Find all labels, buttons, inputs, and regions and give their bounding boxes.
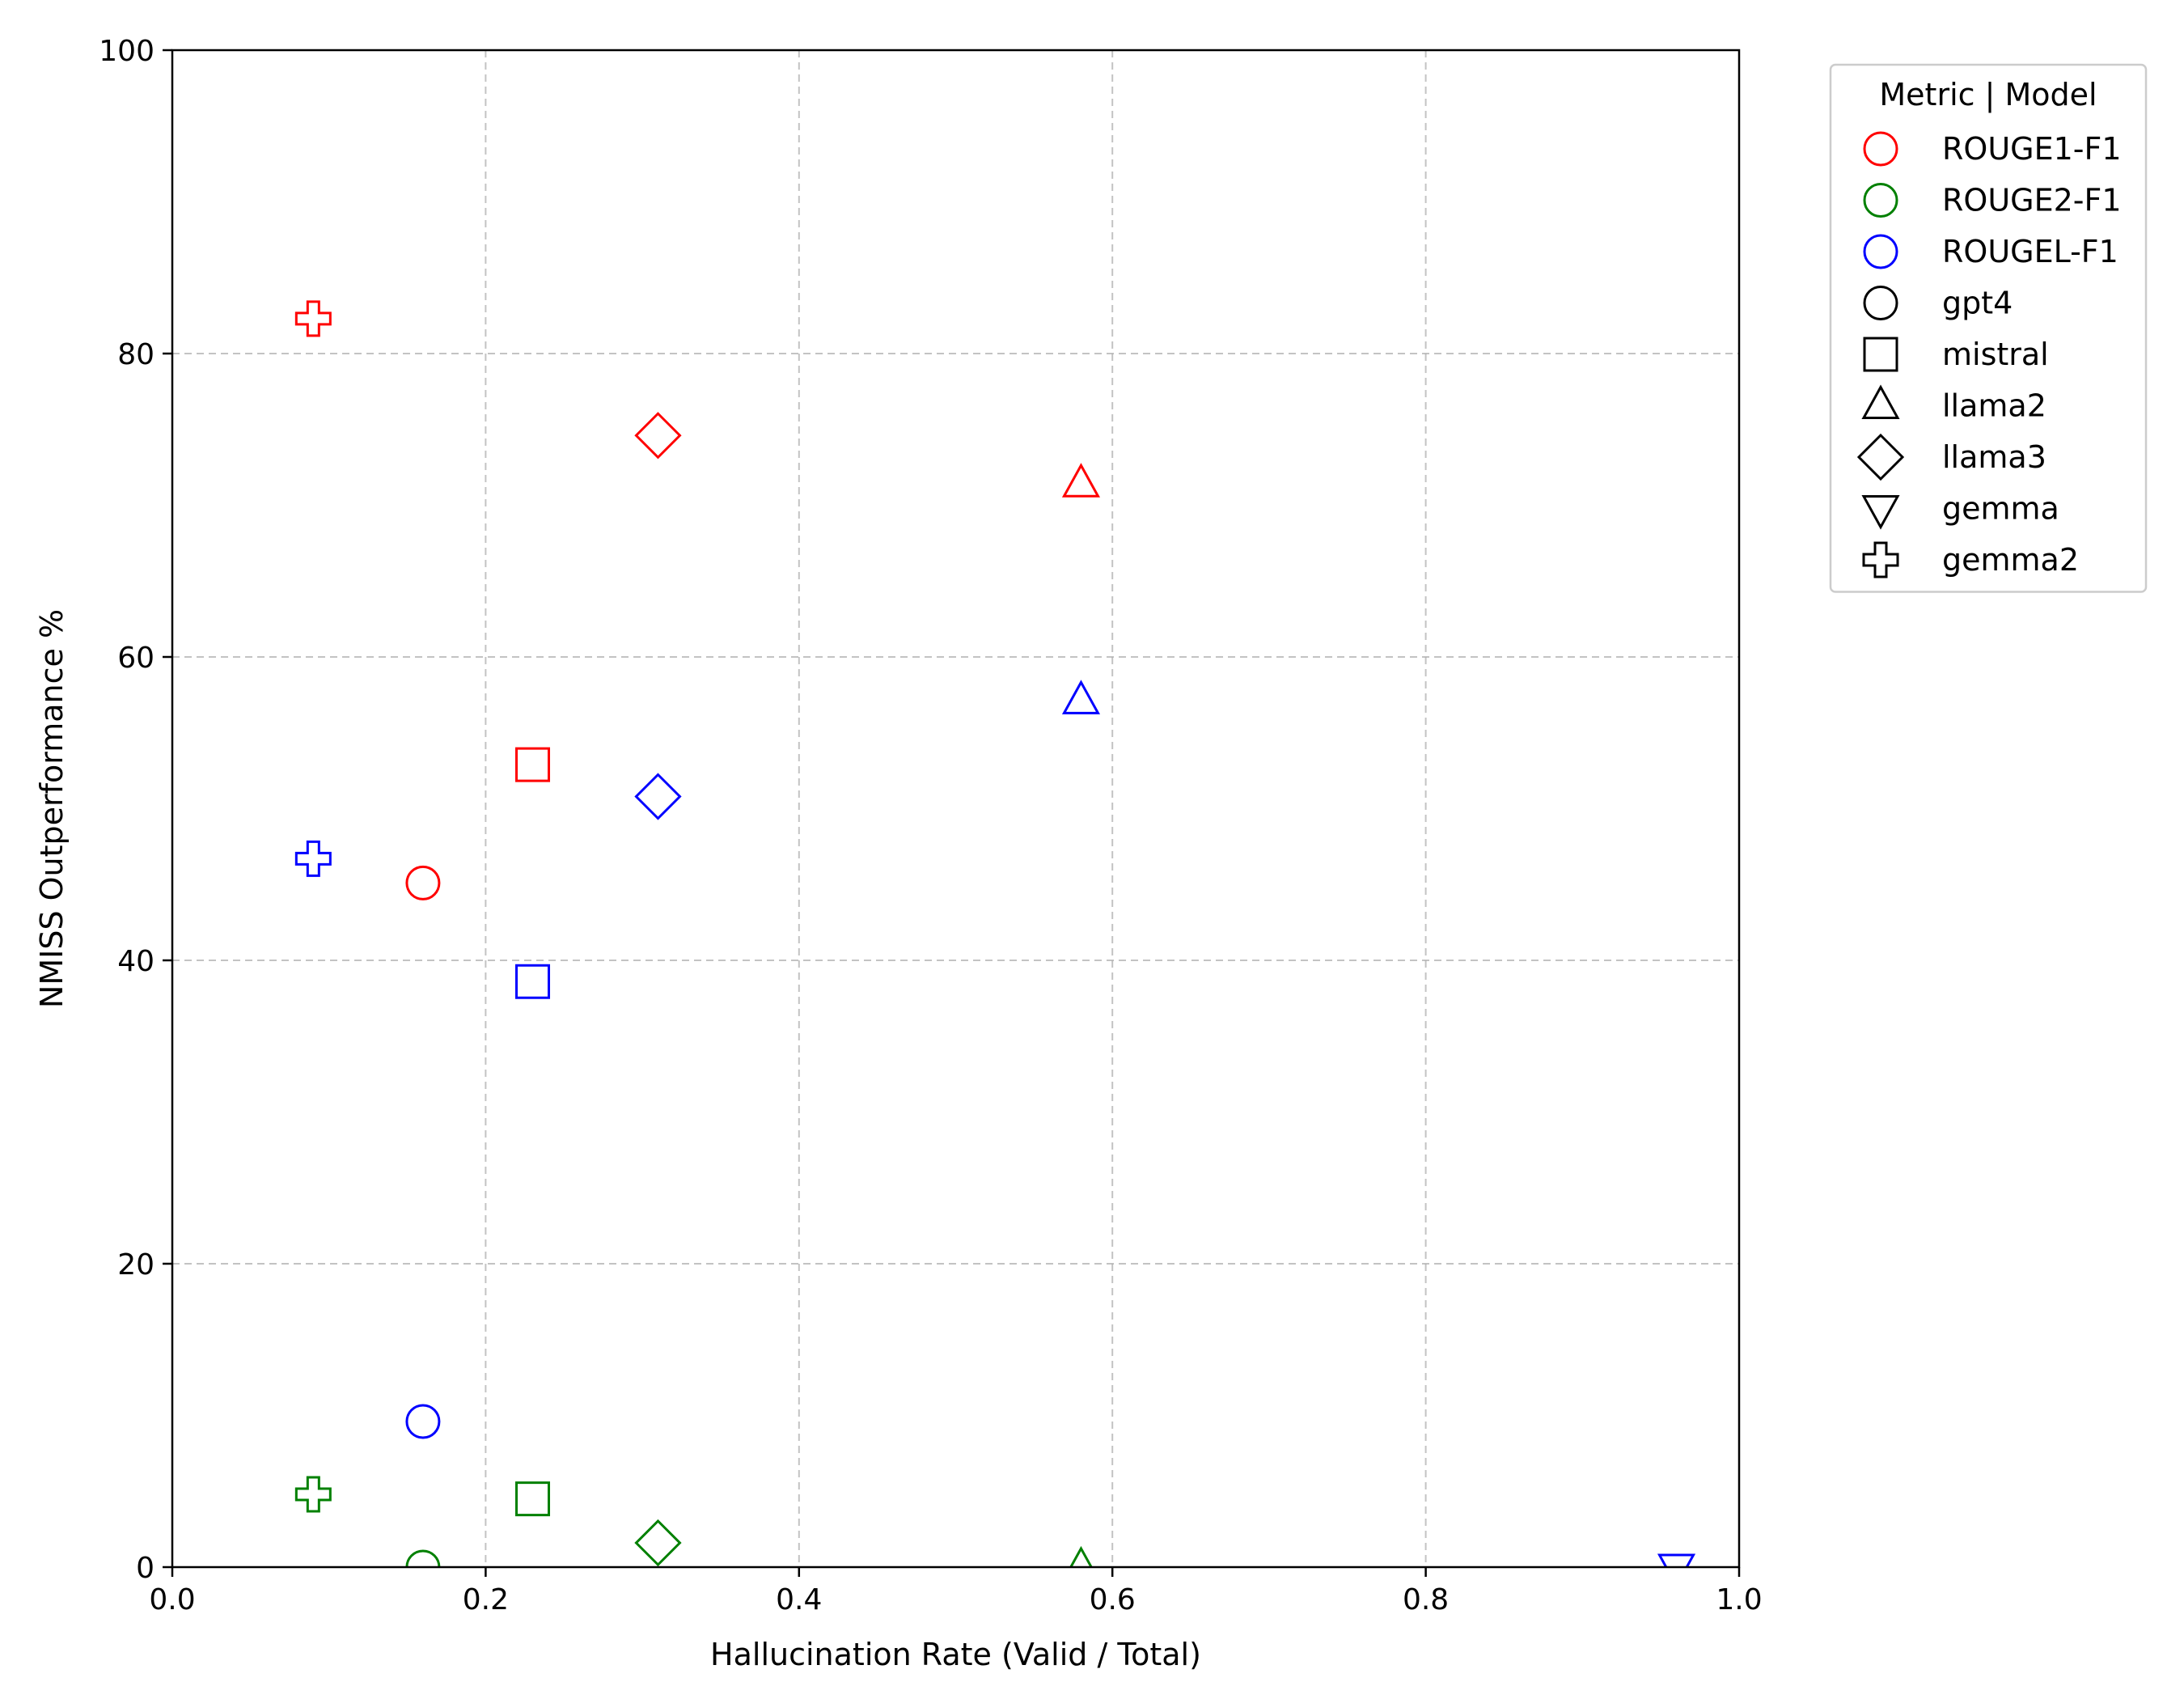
legend-label: ROUGE2-F1 (1942, 183, 2122, 218)
y-tick-label: 20 (117, 1248, 154, 1282)
point-gpt4-rougel-f1 (405, 1404, 441, 1439)
legend-marker-mistral (1863, 337, 1898, 372)
point-gemma2-rouge2-f1 (294, 1476, 332, 1513)
point-mistral-rougel-f1 (515, 964, 551, 999)
point-gpt4-rouge2-f1 (405, 1549, 441, 1567)
legend-marker-rouge1-f1 (1863, 131, 1898, 167)
y-tick-label: 60 (117, 642, 154, 675)
legend-label: llama3 (1942, 439, 2046, 475)
x-tick-label: 0.2 (463, 1583, 509, 1616)
legend-label: llama2 (1942, 388, 2046, 424)
x-tick-label: 0.0 (149, 1583, 195, 1616)
legend-box (1829, 63, 2148, 593)
legend-label: ROUGE1-F1 (1942, 131, 2122, 167)
legend-label: gemma (1942, 491, 2059, 527)
data-points (294, 300, 1696, 1567)
y-tick-label: 100 (99, 35, 154, 68)
point-gemma2-rouge1-f1 (294, 300, 332, 337)
legend-marker-gemma (1861, 495, 1900, 530)
axis-ticks: 0.0 0.2 0.4 0.6 0.8 1.0 0 20 40 60 80 100 (99, 35, 1762, 1616)
y-tick-label: 40 (117, 945, 154, 978)
legend-marker-llama3 (1856, 433, 1905, 481)
legend-items: ROUGE1-F1 ROUGE2-F1 ROUGEL-F1 gpt4 mistral ll… (1856, 131, 2122, 578)
point-llama3-rouge2-f1 (634, 1519, 682, 1567)
plot-frame (171, 49, 1741, 1569)
point-llama2-rougel-f1 (1061, 680, 1101, 714)
legend-marker-rougel-f1 (1863, 234, 1898, 269)
point-llama3-rouge1-f1 (634, 412, 682, 460)
point-llama3-rougel-f1 (634, 773, 682, 820)
point-mistral-rouge1-f1 (515, 747, 551, 782)
point-mistral-rouge2-f1 (515, 1481, 551, 1517)
point-gemma2-rougel-f1 (294, 840, 332, 877)
legend-label: gpt4 (1942, 286, 2013, 321)
legend-marker-rouge2-f1 (1863, 183, 1898, 218)
x-tick-label: 0.8 (1403, 1583, 1449, 1616)
x-tick-label: 1.0 (1716, 1583, 1762, 1616)
legend-title: Metric | Model (1879, 77, 2097, 113)
point-llama2-rouge1-f1 (1061, 463, 1101, 498)
legend-label: ROUGEL-F1 (1942, 234, 2118, 269)
y-tick-label: 0 (136, 1552, 154, 1585)
legend-label: gemma2 (1942, 542, 2079, 578)
legend-marker-llama2 (1861, 384, 1900, 419)
point-gemma-rougel-f1 (1657, 1553, 1696, 1567)
y-axis-label: NMISS Outperformance % (34, 609, 70, 1008)
legend-marker-gpt4 (1863, 286, 1898, 320)
x-axis-label: Hallucination Rate (Valid / Total) (710, 1637, 1201, 1672)
point-llama2-rouge2-f1 (1069, 1545, 1093, 1567)
legend-label: mistral (1942, 337, 2049, 372)
grid (171, 49, 1740, 1568)
legend: Metric | Model ROUGE1-F1 ROUGE2-F1 ROUGEL-… (1829, 63, 2148, 593)
point-gpt4-rouge1-f1 (405, 865, 441, 900)
legend-marker-gemma2 (1862, 541, 1899, 578)
x-tick-label: 0.4 (776, 1583, 822, 1616)
x-tick-label: 0.6 (1090, 1583, 1136, 1616)
y-tick-label: 80 (117, 338, 154, 371)
